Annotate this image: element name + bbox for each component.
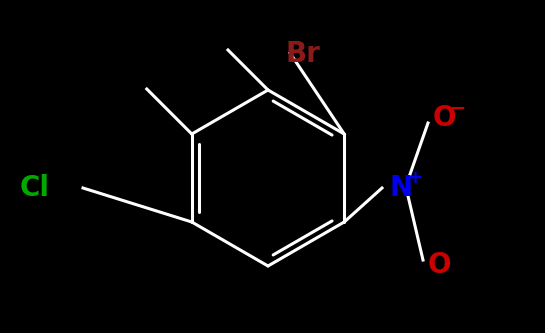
Text: O: O bbox=[433, 104, 457, 132]
Text: N: N bbox=[390, 174, 413, 202]
Text: −: − bbox=[450, 99, 467, 118]
Text: +: + bbox=[407, 169, 422, 187]
Text: Br: Br bbox=[285, 40, 320, 68]
Text: Cl: Cl bbox=[20, 174, 50, 202]
Text: O: O bbox=[428, 251, 451, 279]
